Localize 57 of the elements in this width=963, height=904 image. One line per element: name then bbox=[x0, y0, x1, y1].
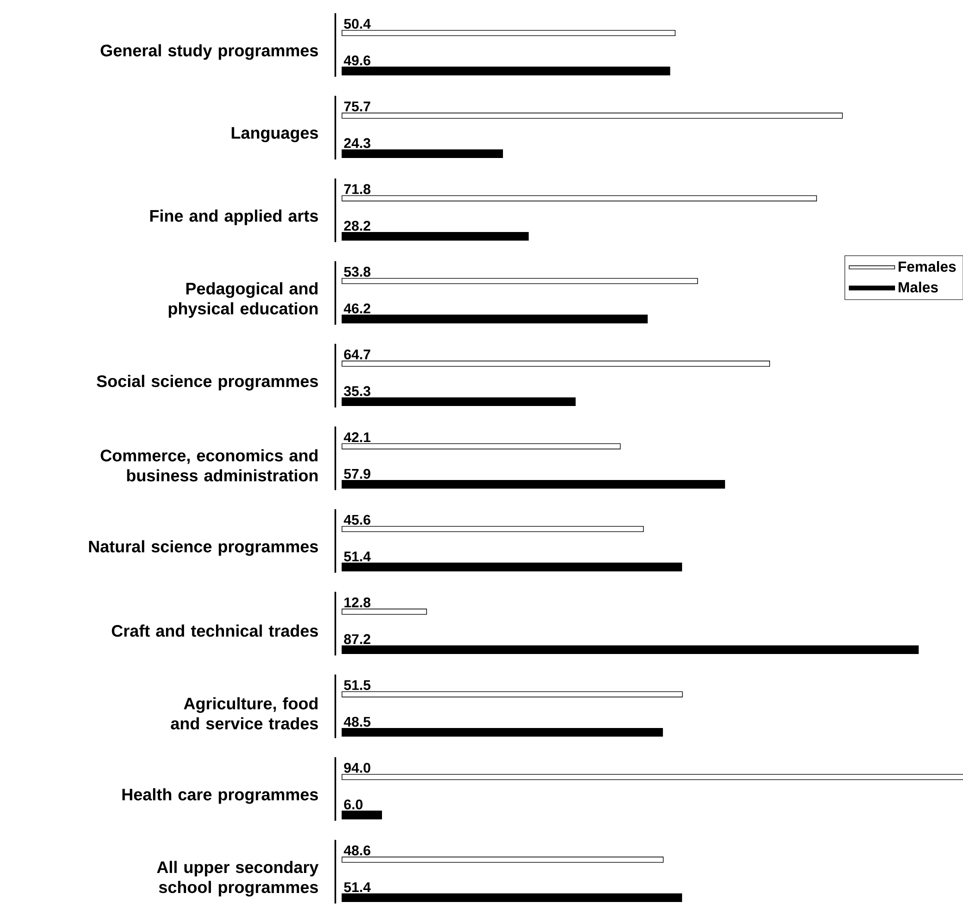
data-label: 35.3 bbox=[344, 386, 370, 396]
bar bbox=[342, 562, 682, 572]
data-label: 50.4 bbox=[344, 18, 371, 29]
data-label: 6.0 bbox=[344, 800, 362, 810]
data-label: 51.5 bbox=[344, 680, 370, 690]
y-tick-label: Agriculture, food and service trades bbox=[170, 697, 318, 730]
bar bbox=[342, 112, 843, 119]
data-label: 49.6 bbox=[344, 56, 370, 66]
bar bbox=[342, 608, 427, 615]
bar bbox=[342, 728, 663, 737]
bar bbox=[342, 893, 682, 902]
legend-label: Males bbox=[898, 282, 938, 292]
y-tick-label: Fine and applied arts bbox=[150, 210, 318, 226]
bar bbox=[342, 480, 726, 489]
y-tick-label: Commerce, economics and business administration bbox=[100, 449, 318, 482]
y-tick-label: Languages bbox=[232, 127, 318, 142]
bar bbox=[342, 278, 698, 284]
bar bbox=[342, 149, 503, 158]
bar bbox=[342, 360, 770, 367]
data-label: 12.8 bbox=[344, 597, 370, 608]
bar bbox=[342, 232, 529, 241]
data-label: 51.4 bbox=[344, 882, 371, 892]
bar bbox=[342, 397, 576, 406]
bar bbox=[342, 66, 670, 76]
data-label: 57.9 bbox=[344, 468, 370, 479]
data-label: 75.7 bbox=[344, 102, 370, 112]
data-label: 48.5 bbox=[344, 716, 370, 727]
bar bbox=[342, 691, 683, 698]
y-tick-label: All upper secondary school programmes bbox=[156, 860, 319, 896]
data-label: 28.2 bbox=[344, 220, 370, 231]
y-tick-label: Craft and technical trades bbox=[112, 624, 318, 637]
legend-label: Females bbox=[898, 261, 956, 272]
bar bbox=[342, 314, 648, 324]
data-label: 87.2 bbox=[344, 634, 370, 644]
data-label: 53.8 bbox=[344, 266, 370, 277]
y-tick-label: Social science programmes bbox=[96, 374, 318, 390]
bar bbox=[342, 30, 676, 36]
data-label: 46.2 bbox=[344, 304, 370, 314]
bar bbox=[342, 443, 621, 450]
y-tick-label: Natural science programmes bbox=[89, 540, 318, 556]
data-label: 42.1 bbox=[344, 432, 370, 442]
y-tick-label: Health care programmes bbox=[122, 788, 318, 804]
bar bbox=[342, 645, 919, 654]
y-tick-label: General study programmes bbox=[100, 44, 318, 60]
data-label: 71.8 bbox=[344, 184, 370, 194]
data-label: 94.0 bbox=[344, 762, 370, 773]
data-label: 24.3 bbox=[344, 138, 370, 148]
bar bbox=[342, 774, 963, 780]
data-label: 64.7 bbox=[344, 349, 370, 360]
bar bbox=[342, 856, 664, 863]
data-label: 45.6 bbox=[344, 514, 370, 525]
bar bbox=[342, 195, 817, 202]
data-label: 51.4 bbox=[344, 552, 371, 562]
bar bbox=[342, 810, 382, 820]
data-label: 48.6 bbox=[344, 845, 370, 856]
y-tick-label: Pedagogical and physical education bbox=[168, 282, 318, 318]
bar bbox=[342, 526, 644, 532]
